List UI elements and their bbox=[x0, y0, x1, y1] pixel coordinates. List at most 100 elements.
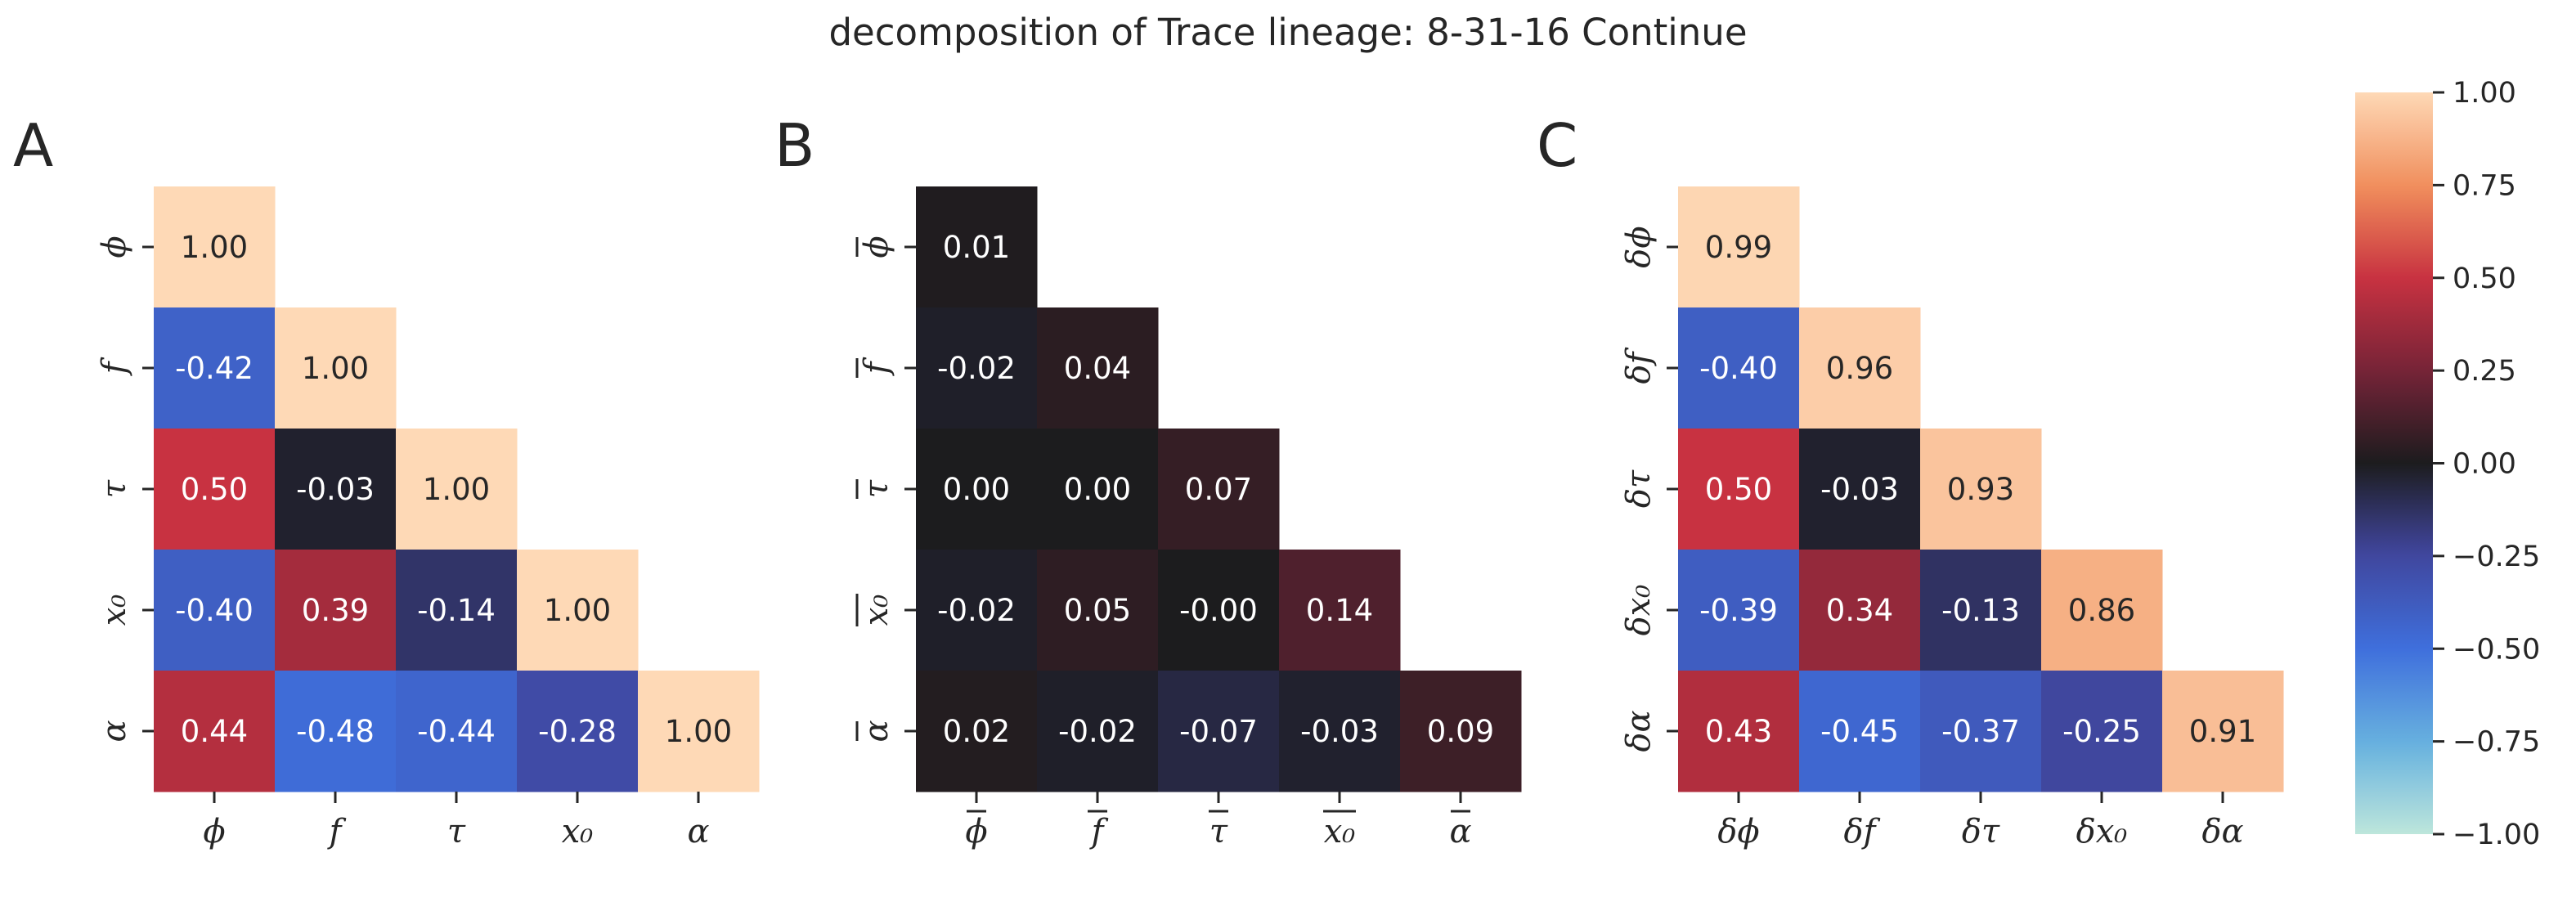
x-tick-label: f bbox=[327, 813, 347, 850]
cell-value-label: 0.09 bbox=[1427, 714, 1494, 749]
heatmap-cell bbox=[1400, 671, 1522, 792]
x-tick-label: τ bbox=[1209, 813, 1228, 850]
heatmap-cell bbox=[396, 550, 518, 671]
cell-value-label: 0.04 bbox=[1064, 351, 1131, 386]
colorbar-tick-label: 0.00 bbox=[2453, 448, 2516, 481]
colorbar-gradient bbox=[2355, 92, 2433, 834]
heatmap-cell bbox=[1920, 671, 2042, 792]
heatmap-cell bbox=[2162, 671, 2284, 792]
colorbar-tick-label: 0.25 bbox=[2453, 355, 2516, 388]
x-tick-label: δx₀ bbox=[2076, 813, 2128, 850]
cell-value-label: -0.14 bbox=[417, 593, 496, 628]
heatmap-panels: A 1.00 -0.42 1.00 0.50 -0.03 1.00 -0.40 0.39 -0.1… bbox=[13, 111, 2284, 850]
cell-value-label: -0.02 bbox=[937, 351, 1016, 386]
heatmap-cell bbox=[638, 671, 760, 792]
y-tick-label: x₀ bbox=[858, 595, 895, 626]
heatmap-cell bbox=[154, 550, 276, 671]
panel-letter: C bbox=[1537, 111, 1577, 180]
cell-value-label: -0.44 bbox=[417, 714, 496, 749]
cell-value-label: 0.43 bbox=[1705, 714, 1772, 749]
heatmap-panel-b: B 0.01 -0.02 0.04 0.00 0.00 0.07 -0.02 0.05 -0.00… bbox=[774, 111, 1522, 850]
y-tick-label: α bbox=[858, 720, 895, 742]
cell-value-label: 0.07 bbox=[1185, 472, 1252, 507]
colorbar-tick-label: −0.25 bbox=[2453, 541, 2540, 573]
cell-value-label: 0.00 bbox=[943, 472, 1010, 507]
heatmap-cell bbox=[2041, 671, 2163, 792]
cell-value-label: 0.05 bbox=[1064, 593, 1131, 628]
heatmap-cell bbox=[2041, 550, 2163, 671]
heatmap-cell bbox=[916, 429, 1038, 550]
heatmap-cell bbox=[396, 429, 518, 550]
cell-value-label: 0.50 bbox=[1705, 472, 1772, 507]
y-tick-label: τ bbox=[96, 479, 133, 498]
colorbar-tick-label: −0.75 bbox=[2453, 726, 2540, 759]
x-tick-label: ϕ bbox=[965, 813, 987, 850]
heatmap-cell bbox=[1158, 429, 1280, 550]
cell-value-label: -0.39 bbox=[1699, 593, 1778, 628]
heatmap-cell bbox=[1678, 186, 1800, 308]
heatmap-cell bbox=[1678, 671, 1800, 792]
y-tick-label: δf bbox=[1620, 347, 1658, 384]
y-tick-label: α bbox=[96, 720, 133, 742]
cell-value-label: 0.34 bbox=[1826, 593, 1893, 628]
cell-value-label: 0.50 bbox=[181, 472, 248, 507]
heatmap-cell bbox=[1279, 550, 1401, 671]
cell-value-label: 0.86 bbox=[2068, 593, 2135, 628]
heatmap-cell bbox=[1279, 671, 1401, 792]
cell-value-label: -0.02 bbox=[1058, 714, 1137, 749]
cell-value-label: 1.00 bbox=[302, 351, 369, 386]
heatmap-cell bbox=[1678, 307, 1800, 429]
heatmap-cell bbox=[1158, 550, 1280, 671]
cell-value-label: -0.00 bbox=[1179, 593, 1258, 628]
heatmap-panel-a: A 1.00 -0.42 1.00 0.50 -0.03 1.00 -0.40 0.39 -0.1… bbox=[13, 111, 760, 850]
cell-value-label: 0.14 bbox=[1306, 593, 1373, 628]
x-tick-label: α bbox=[1449, 813, 1471, 850]
cell-value-label: 0.02 bbox=[943, 714, 1010, 749]
heatmap-cell bbox=[1037, 671, 1159, 792]
y-tick-label: δϕ bbox=[1620, 226, 1658, 267]
x-tick-label: ϕ bbox=[203, 813, 225, 850]
heatmap-cell bbox=[396, 671, 518, 792]
cell-value-label: 0.44 bbox=[181, 714, 248, 749]
cell-value-label: 0.96 bbox=[1826, 351, 1893, 386]
cell-value-label: -0.42 bbox=[175, 351, 254, 386]
colorbar-tick-label: 1.00 bbox=[2453, 77, 2516, 110]
cell-value-label: 1.00 bbox=[665, 714, 732, 749]
heatmap-cell bbox=[154, 307, 276, 429]
cell-value-label: 1.00 bbox=[181, 230, 248, 265]
y-tick-label: τ bbox=[858, 479, 895, 498]
y-tick-label: f bbox=[96, 357, 133, 376]
heatmap-cell bbox=[1920, 429, 2042, 550]
cell-value-label: -0.13 bbox=[1941, 593, 2020, 628]
cell-value-label: -0.40 bbox=[1699, 351, 1778, 386]
x-tick-label: α bbox=[687, 813, 709, 850]
x-tick-label: τ bbox=[447, 813, 466, 850]
y-tick-label: δτ bbox=[1620, 469, 1658, 508]
cell-value-label: -0.37 bbox=[1941, 714, 2020, 749]
x-tick-label: x₀ bbox=[562, 813, 594, 850]
heatmap-cell bbox=[1799, 307, 1921, 429]
x-tick-label: δϕ bbox=[1717, 813, 1759, 850]
cell-value-label: 0.99 bbox=[1705, 230, 1772, 265]
panel-letter: B bbox=[774, 111, 815, 180]
heatmap-cell bbox=[275, 429, 397, 550]
heatmap-cell bbox=[1037, 429, 1159, 550]
heatmap-cell bbox=[916, 550, 1038, 671]
heatmap-cell bbox=[154, 186, 276, 308]
heatmap-cell bbox=[1799, 550, 1921, 671]
heatmap-cell bbox=[1037, 550, 1159, 671]
cell-value-label: -0.03 bbox=[296, 472, 375, 507]
cell-value-label: -0.45 bbox=[1820, 714, 1899, 749]
y-tick-label: x₀ bbox=[96, 595, 133, 626]
heatmap-cell bbox=[517, 550, 639, 671]
cell-value-label: -0.07 bbox=[1179, 714, 1258, 749]
heatmap-cell bbox=[1037, 307, 1159, 429]
cell-value-label: -0.40 bbox=[175, 593, 254, 628]
heatmap-cell bbox=[916, 186, 1038, 308]
heatmap-cell bbox=[517, 671, 639, 792]
cell-value-label: -0.48 bbox=[296, 714, 375, 749]
x-tick-label: δτ bbox=[1962, 813, 2000, 850]
cell-value-label: -0.03 bbox=[1820, 472, 1899, 507]
colorbar-tick-label: 0.75 bbox=[2453, 169, 2516, 202]
